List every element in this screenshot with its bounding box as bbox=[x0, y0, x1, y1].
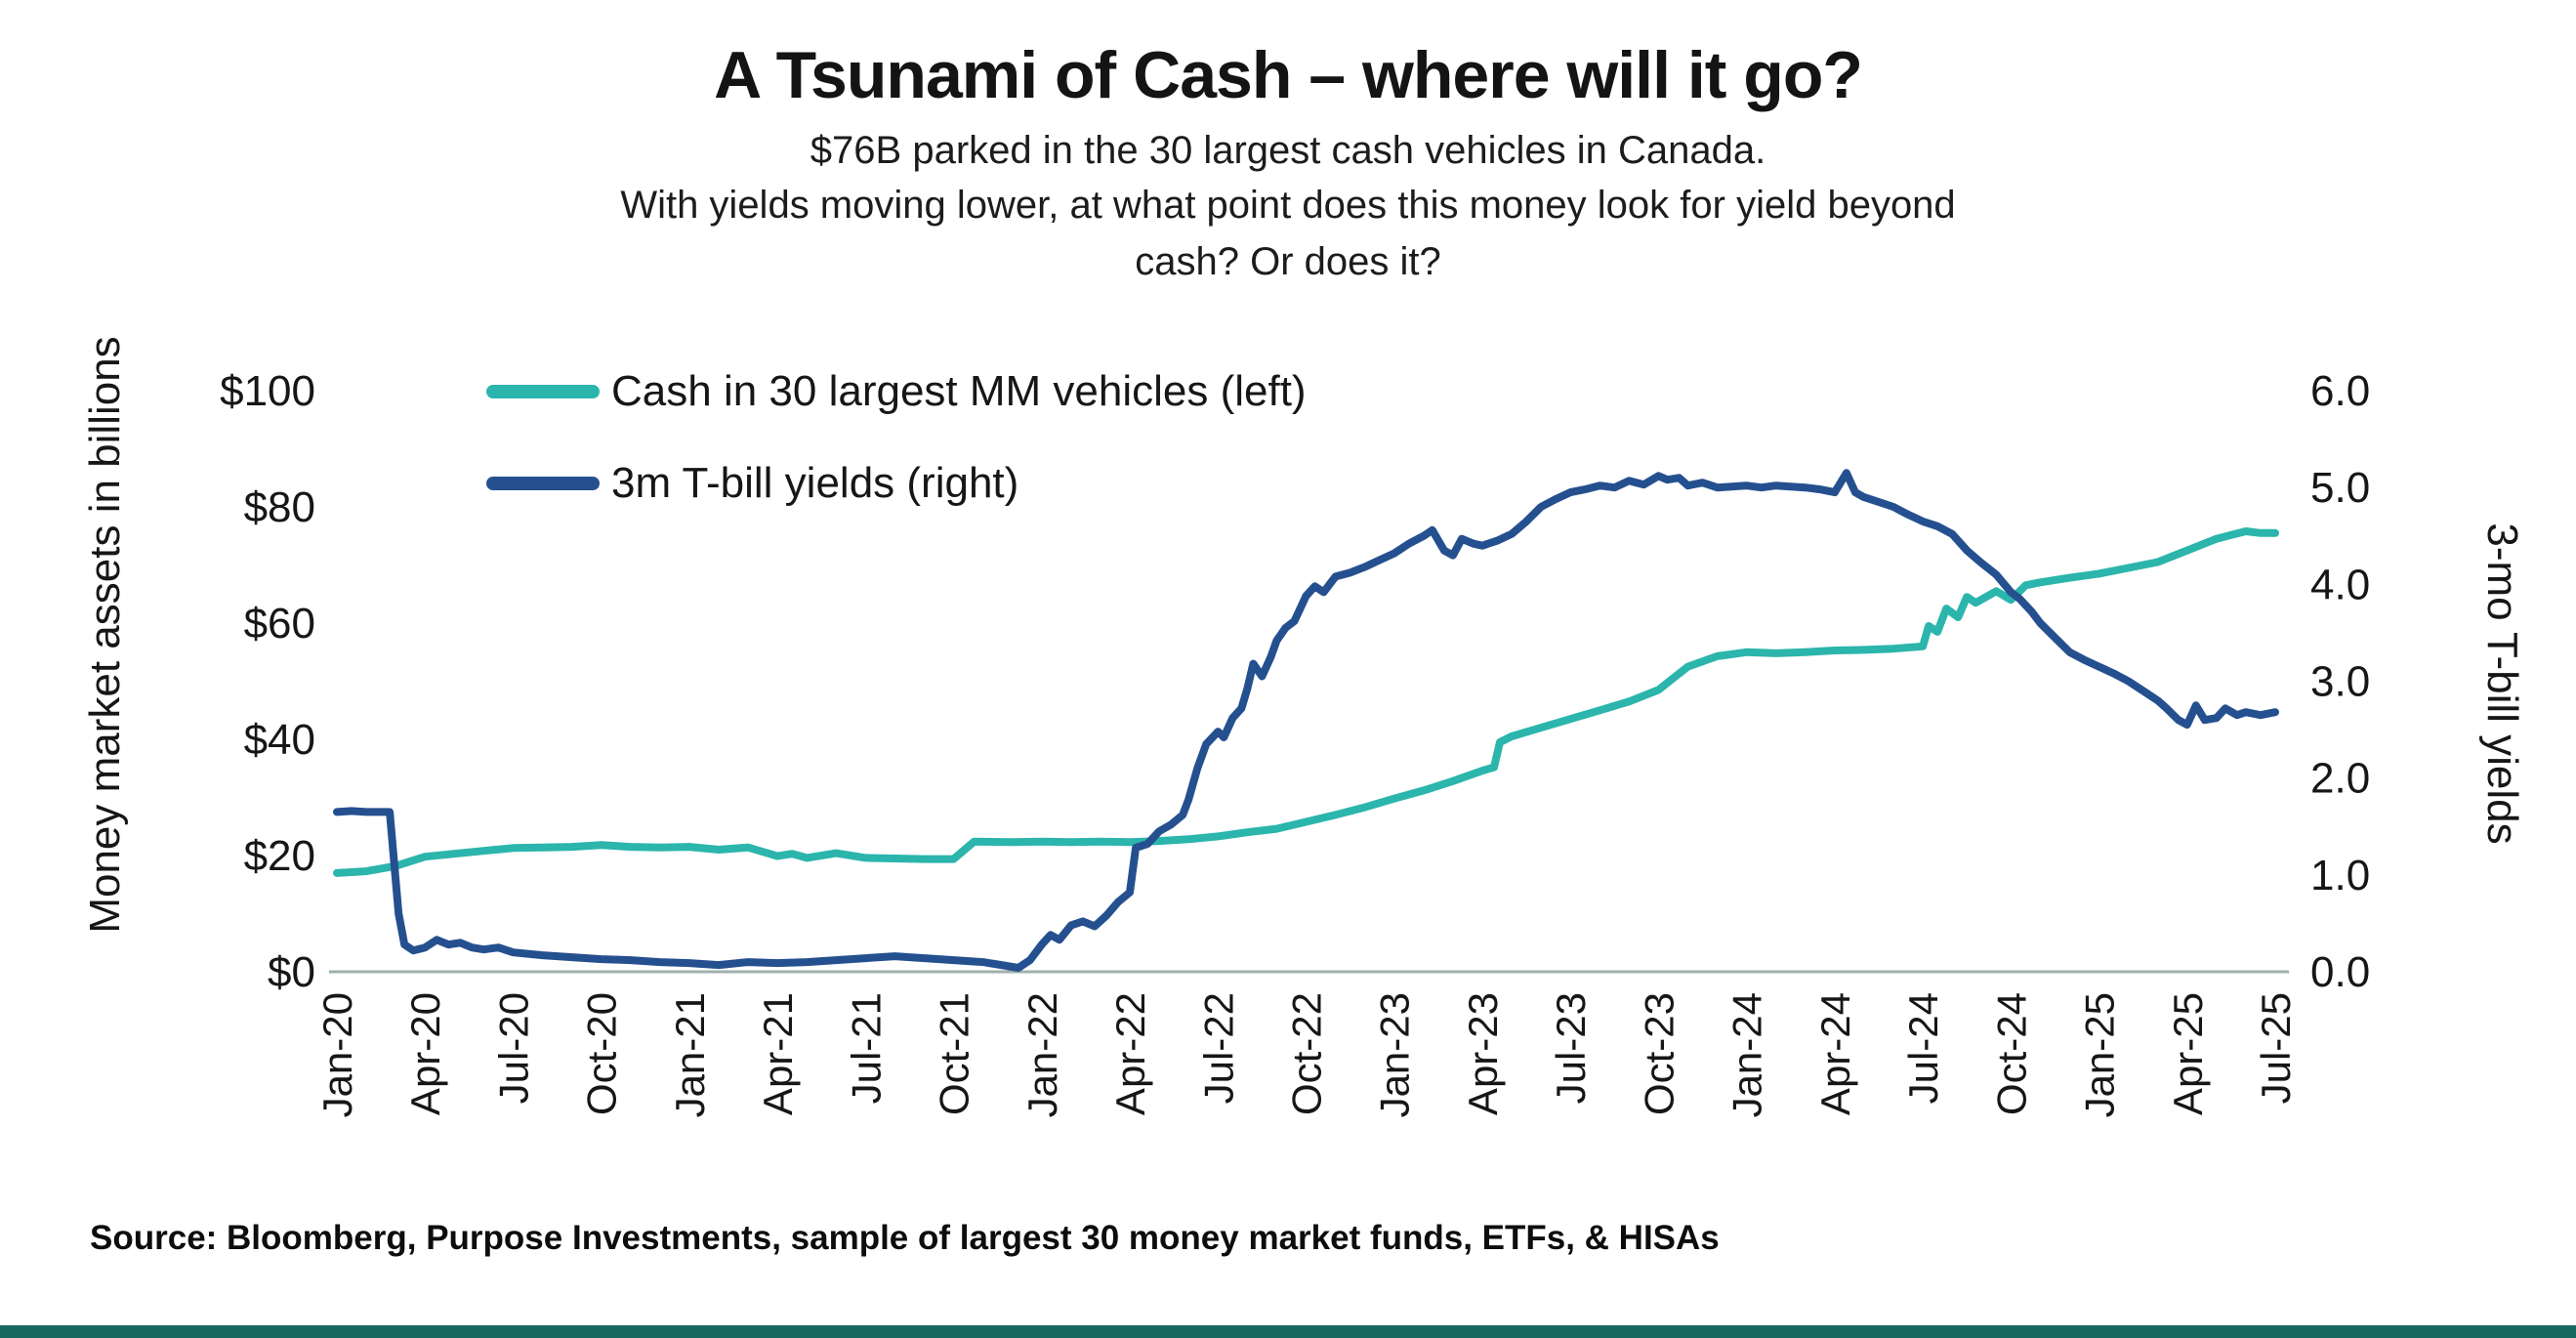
bottom-accent-bar bbox=[0, 1325, 2576, 1338]
x-axis-tick-label: Jul-20 bbox=[490, 992, 536, 1104]
x-axis-tick-label: Apr-20 bbox=[402, 992, 448, 1115]
x-axis-tick-label: Jan-23 bbox=[1372, 992, 1418, 1117]
x-axis-tick-label: Oct-23 bbox=[1636, 992, 1682, 1115]
chart-subtitle-line1: $76B parked in the 30 largest cash vehic… bbox=[810, 129, 1766, 172]
x-axis-tick-label: Oct-24 bbox=[1988, 992, 2034, 1115]
right-axis-tick-label: 2.0 bbox=[2310, 755, 2370, 803]
x-axis-tick-label: Jan-20 bbox=[314, 992, 360, 1117]
right-axis-tick-label: 3.0 bbox=[2310, 658, 2370, 706]
x-axis-tick-label: Jul-25 bbox=[2253, 992, 2299, 1104]
x-axis-tick-label: Oct-22 bbox=[1284, 992, 1330, 1115]
left-axis-tick-label: $20 bbox=[244, 832, 315, 880]
cash-series-swatch-icon bbox=[486, 385, 600, 398]
chart-legend: Cash in 30 largest MM vehicles (left) 3m… bbox=[486, 363, 1307, 547]
x-axis-tick-label: Oct-21 bbox=[932, 992, 977, 1115]
x-axis-tick-label: Apr-25 bbox=[2165, 992, 2211, 1115]
left-axis-tick-label: $60 bbox=[244, 600, 315, 648]
x-axis-tick-label: Jul-22 bbox=[1195, 992, 1241, 1104]
source-note: Source: Bloomberg, Purpose Investments, … bbox=[90, 1219, 1720, 1257]
tbill-series-line bbox=[333, 469, 2279, 972]
chart-subtitle-line2: With yields moving lower, at what point … bbox=[620, 184, 1956, 227]
right-axis-tick-label: 6.0 bbox=[2310, 367, 2370, 415]
x-axis-tick-label: Oct-20 bbox=[579, 992, 625, 1115]
legend-label-tbill: 3m T-bill yields (right) bbox=[611, 459, 1019, 507]
x-axis-tick-label: Apr-22 bbox=[1107, 992, 1153, 1115]
right-axis-tick-label: 0.0 bbox=[2310, 948, 2370, 996]
x-axis-tick-label: Jan-24 bbox=[1724, 992, 1770, 1117]
chart-title: A Tsunami of Cash – where will it go? bbox=[714, 38, 1863, 112]
legend-label-cash: Cash in 30 largest MM vehicles (left) bbox=[611, 367, 1307, 415]
x-axis-tick-label: Jul-24 bbox=[1900, 992, 1946, 1104]
left-axis-tick-label: $100 bbox=[220, 367, 315, 415]
right-axis-tick-label: 1.0 bbox=[2310, 852, 2370, 899]
x-axis-tick-label: Jan-21 bbox=[667, 992, 713, 1117]
x-axis-tick-label: Jul-23 bbox=[1548, 992, 1594, 1104]
chart-subtitle-line3: cash? Or does it? bbox=[1135, 240, 1441, 283]
x-axis-tick-label: Apr-24 bbox=[1812, 992, 1858, 1115]
left-axis-tick-label: $80 bbox=[244, 483, 315, 531]
tbill-series-swatch-icon bbox=[486, 477, 600, 490]
legend-item-cash: Cash in 30 largest MM vehicles (left) bbox=[486, 363, 1307, 420]
x-axis-tick-label: Jul-21 bbox=[843, 992, 889, 1104]
left-axis-tick-label: $0 bbox=[268, 948, 315, 996]
right-axis-tick-label: 4.0 bbox=[2310, 561, 2370, 608]
cash-series-line bbox=[333, 527, 2279, 877]
x-axis-tick-label: Jan-25 bbox=[2077, 992, 2123, 1117]
x-axis-tick-label: Jan-22 bbox=[1019, 992, 1065, 1117]
x-axis-tick-label: Apr-21 bbox=[755, 992, 801, 1115]
right-axis-tick-label: 5.0 bbox=[2310, 464, 2370, 512]
x-axis-tick-label: Apr-23 bbox=[1460, 992, 1506, 1115]
left-axis-tick-label: $40 bbox=[244, 716, 315, 764]
legend-item-tbill: 3m T-bill yields (right) bbox=[486, 455, 1307, 512]
